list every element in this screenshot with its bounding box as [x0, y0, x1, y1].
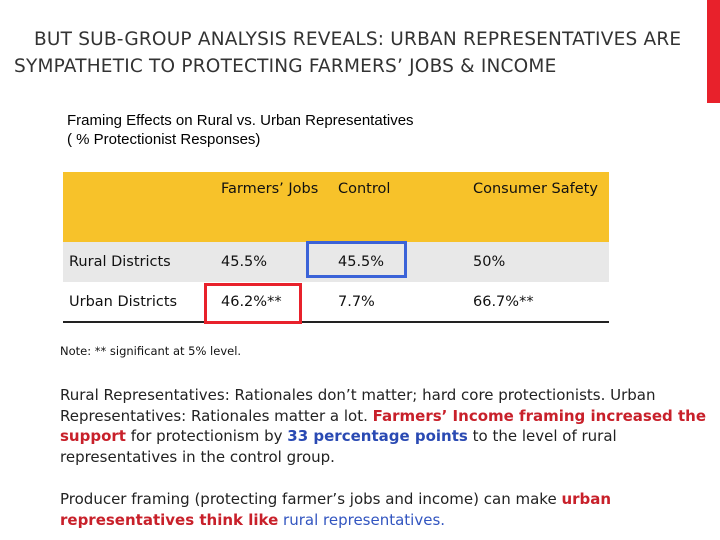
header-cell-farmers-jobs: Farmers’ Jobs	[221, 181, 319, 197]
table-cell: 46.2%**	[221, 293, 282, 310]
slide-title: BUT SUB-GROUP ANALYSIS REVEALS: URBAN RE…	[14, 26, 704, 80]
table-cell: 7.7%	[338, 293, 375, 310]
table-cell: 66.7%**	[473, 293, 534, 310]
highlight-box-urban-farmers-jobs	[204, 283, 302, 324]
table-cell: 45.5%	[338, 254, 385, 270]
text-span: Producer framing (protecting farmer’s jo…	[60, 490, 562, 508]
table-cell: 45.5%	[221, 254, 268, 270]
table-row-urban: Urban Districts 46.2%** 7.7% 66.7%**	[63, 282, 609, 322]
header-cell-consumer-safety: Consumer Safety	[473, 181, 598, 197]
row-label: Rural Districts	[69, 254, 171, 270]
table-caption-line-2: ( % Protectionist Responses)	[67, 131, 261, 148]
table-header-row: Farmers’ Jobs Control Consumer Safety	[63, 172, 609, 242]
table-caption: Framing Effects on Rural vs. Urban Repre…	[67, 111, 414, 149]
table-note: Note: ** significant at 5% level.	[60, 344, 242, 358]
emphasis-text: urban representatives think like	[60, 490, 612, 529]
header-cell-empty	[63, 172, 212, 242]
emphasis-text: rural representatives.	[283, 510, 446, 529]
row-label: Urban Districts	[69, 293, 178, 310]
text-span: for protectionism by	[125, 427, 288, 446]
body-paragraph-rural-urban: Rural Representatives: Rationales don’t …	[60, 385, 708, 467]
table-caption-line-1: Framing Effects on Rural vs. Urban Repre…	[67, 112, 414, 129]
slide-title-line-2: SYMPATHETIC TO PROTECTING FARMERS’ JOBS …	[14, 56, 557, 77]
highlight-box-rural-control	[306, 241, 407, 278]
emphasis-text: Farmers’ Income framing increased the su…	[60, 406, 706, 446]
header-cell-control: Control	[338, 181, 391, 197]
text-span: Rural Representatives: Rationales don’t …	[60, 386, 656, 425]
emphasis-text: 33 percentage points	[287, 427, 468, 446]
framing-effects-table: Farmers’ Jobs Control Consumer Safety Ru…	[63, 172, 609, 323]
accent-bar	[707, 0, 720, 103]
body-paragraph-producer-framing: Producer framing (protecting farmer’s jo…	[60, 489, 708, 530]
text-span: to the level of rural representatives in…	[60, 427, 617, 466]
slide-title-line-1: BUT SUB-GROUP ANALYSIS REVEALS: URBAN RE…	[34, 29, 682, 50]
table-cell: 50%	[473, 254, 506, 270]
